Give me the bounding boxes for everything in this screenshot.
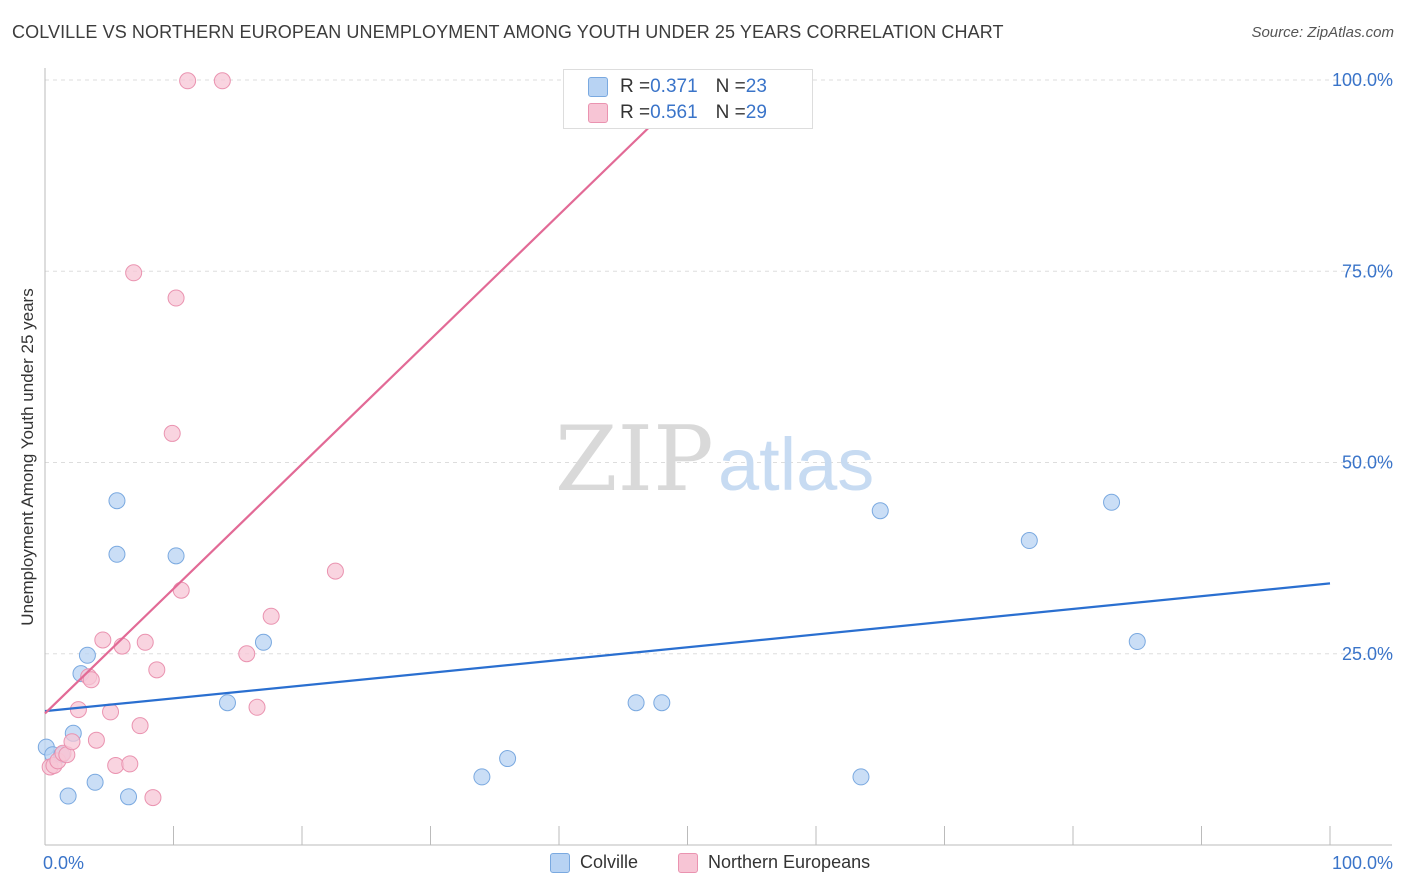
colville-trend-line	[44, 582, 1331, 713]
colville-point	[254, 633, 272, 651]
colville-point	[120, 788, 138, 806]
northern-point	[131, 717, 149, 735]
northern-n-label: N =	[715, 102, 746, 123]
legend-northern-swatch	[678, 852, 698, 873]
stats-legend-box: R = 0.371 N = 23 R = 0.561 N = 29	[563, 69, 813, 129]
watermark: ZIP atlas	[555, 407, 874, 512]
northern-point	[213, 72, 231, 90]
colville-point	[627, 694, 645, 712]
colville-r-value: 0.371	[650, 76, 698, 97]
chart-title: COLVILLE VS NORTHERN EUROPEAN UNEMPLOYME…	[12, 22, 1004, 42]
colville-point	[653, 694, 671, 712]
colville-point	[1020, 532, 1038, 550]
colville-n-label: N =	[715, 76, 746, 97]
colville-n-value: 23	[745, 76, 767, 97]
colville-point	[108, 492, 126, 510]
axes	[44, 68, 1392, 846]
colville-r-label: R =	[620, 76, 651, 97]
northern-point	[238, 645, 256, 663]
northern-point	[248, 698, 266, 716]
colville-point	[78, 646, 96, 664]
y-tick-label: 25.0%	[1342, 644, 1393, 664]
legend-northern[interactable]: Northern Europeans	[678, 852, 870, 873]
colville-swatch	[588, 77, 608, 97]
northern-point	[69, 701, 87, 719]
northern-point	[121, 755, 139, 773]
x-tick-label: 0.0%	[43, 853, 84, 873]
colville-point	[86, 773, 104, 791]
watermark-atlas: atlas	[718, 423, 874, 506]
y-tick-label: 75.0%	[1342, 261, 1393, 281]
legend-colville[interactable]: Colville	[550, 852, 638, 873]
y-tick-label: 100.0%	[1332, 70, 1393, 90]
northern-r-label: R =	[620, 102, 651, 123]
colville-point	[1128, 633, 1146, 651]
gridlines	[45, 79, 1392, 655]
x-tick-label: 100.0%	[1332, 853, 1393, 873]
colville-point	[108, 545, 126, 563]
northern-point	[87, 731, 105, 749]
legend-colville-label: Colville	[580, 852, 639, 872]
northern-point	[163, 424, 181, 442]
trend-lines	[44, 83, 1331, 715]
northern-point	[172, 581, 190, 599]
data-points	[37, 72, 1146, 807]
legend-northern-label: Northern Europeans	[708, 852, 871, 872]
northern-point	[82, 671, 100, 689]
source-label: Source: ZipAtlas.com	[1251, 24, 1394, 41]
colville-point	[59, 787, 77, 805]
colville-point	[473, 768, 491, 786]
northern-point	[262, 607, 280, 625]
tick-labels: 25.0% 50.0% 75.0% 100.0% 0.0% 100.0%	[43, 70, 1393, 873]
northern-point	[125, 264, 143, 282]
northern-point	[144, 789, 162, 807]
northern-point	[179, 72, 197, 90]
northern-r-value: 0.561	[650, 102, 698, 123]
northern-trend-line	[44, 83, 695, 715]
colville-point	[218, 694, 236, 712]
northern-point	[136, 633, 154, 651]
northern-swatch	[588, 103, 608, 123]
colville-point	[499, 750, 517, 768]
northern-point	[148, 661, 166, 679]
northern-n-value: 29	[745, 102, 767, 123]
northern-point	[102, 703, 120, 721]
stats-row-colville: R = 0.371 N = 23	[588, 76, 767, 98]
northern-point	[94, 631, 112, 649]
northern-point	[326, 562, 344, 580]
colville-point	[167, 547, 185, 565]
watermark-zip: ZIP	[555, 407, 714, 512]
legend-colville-swatch	[550, 852, 570, 873]
colville-point	[852, 768, 870, 786]
northern-point	[63, 733, 81, 751]
northern-point	[167, 289, 185, 307]
stats-row-northern: R = 0.561 N = 29	[588, 102, 767, 124]
colville-point	[1103, 493, 1121, 511]
colville-point	[871, 502, 889, 520]
northern-point	[113, 637, 131, 655]
y-tick-label: 50.0%	[1342, 453, 1393, 473]
northern-point	[107, 756, 125, 774]
